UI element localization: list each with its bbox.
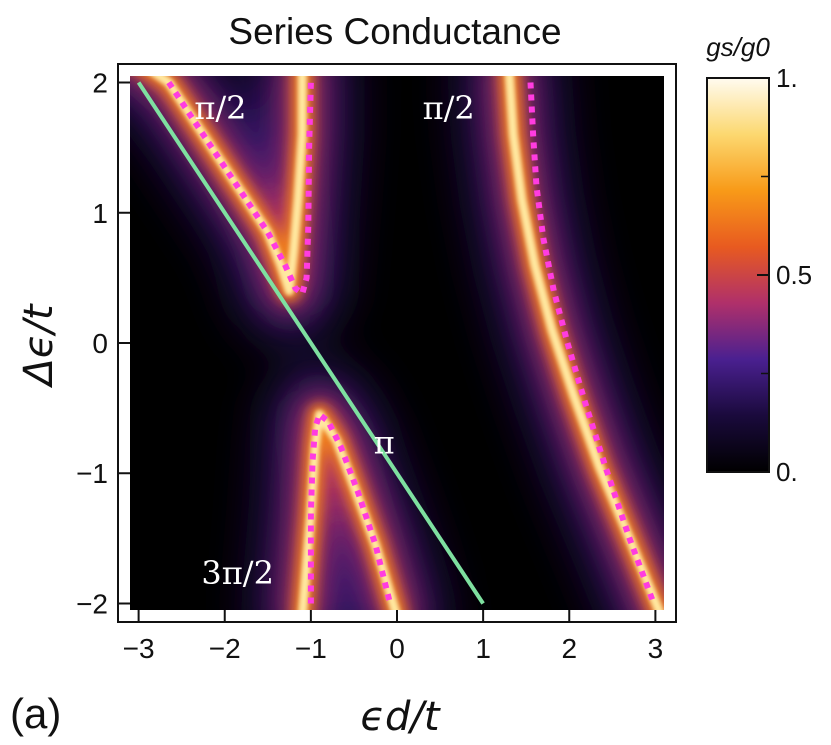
y-tick-label-3: 1 xyxy=(92,198,108,229)
colorbar-label: gs/g0 xyxy=(706,32,770,62)
x-axis-label: ϵd/t xyxy=(360,694,440,740)
y-tick-label-2: 0 xyxy=(92,328,108,359)
x-tick-label-2: −1 xyxy=(295,633,327,664)
y-axis-label: Δϵ/t xyxy=(16,303,62,388)
y-tick-label-0: −2 xyxy=(76,588,108,619)
series-line-0 xyxy=(136,81,485,605)
ridge-2-2 xyxy=(315,410,400,610)
x-tick-label-0: −3 xyxy=(123,633,155,664)
annotation-1: π/2 xyxy=(423,89,475,127)
x-tick-label-6: 3 xyxy=(648,633,664,664)
y-tick-label-1: −1 xyxy=(76,458,108,489)
ridge-2-4 xyxy=(504,76,664,610)
x-tick-label-1: −2 xyxy=(209,633,241,664)
x-tick-label-5: 2 xyxy=(561,633,577,664)
plot-area: π/2 π/2 π 3π/2 xyxy=(117,63,677,623)
annotation-2: π xyxy=(374,424,395,462)
colorbar-ticks: 0. 0.5 1. xyxy=(757,63,812,487)
chart-title: Series Conductance xyxy=(228,11,561,52)
colorbar-tick-label-2: 1. xyxy=(776,63,798,93)
y-axis-ticks: −2 −1 0 1 2 xyxy=(76,68,130,619)
annotation-3: 3π/2 xyxy=(201,554,274,592)
annotation-layer: π/2 π/2 π 3π/2 xyxy=(194,89,474,592)
panel-label: (a) xyxy=(10,690,61,737)
x-tick-label-3: 0 xyxy=(389,633,405,664)
y-tick-label-4: 2 xyxy=(92,68,108,99)
series-layer xyxy=(136,80,657,605)
annotation-0: π/2 xyxy=(194,89,246,127)
colorbar-tick-label-0: 0. xyxy=(776,457,798,487)
series-line-1 xyxy=(166,80,314,297)
colorbar: gs/g0 0. 0.5 1. xyxy=(706,32,812,487)
x-tick-label-4: 1 xyxy=(475,633,491,664)
ridge-2-1 xyxy=(284,76,307,296)
x-axis-ticks: −3 −2 −1 0 1 2 3 xyxy=(123,610,664,664)
series-line-2 xyxy=(307,411,394,605)
colorbar-tick-label-1: 0.5 xyxy=(776,260,812,290)
